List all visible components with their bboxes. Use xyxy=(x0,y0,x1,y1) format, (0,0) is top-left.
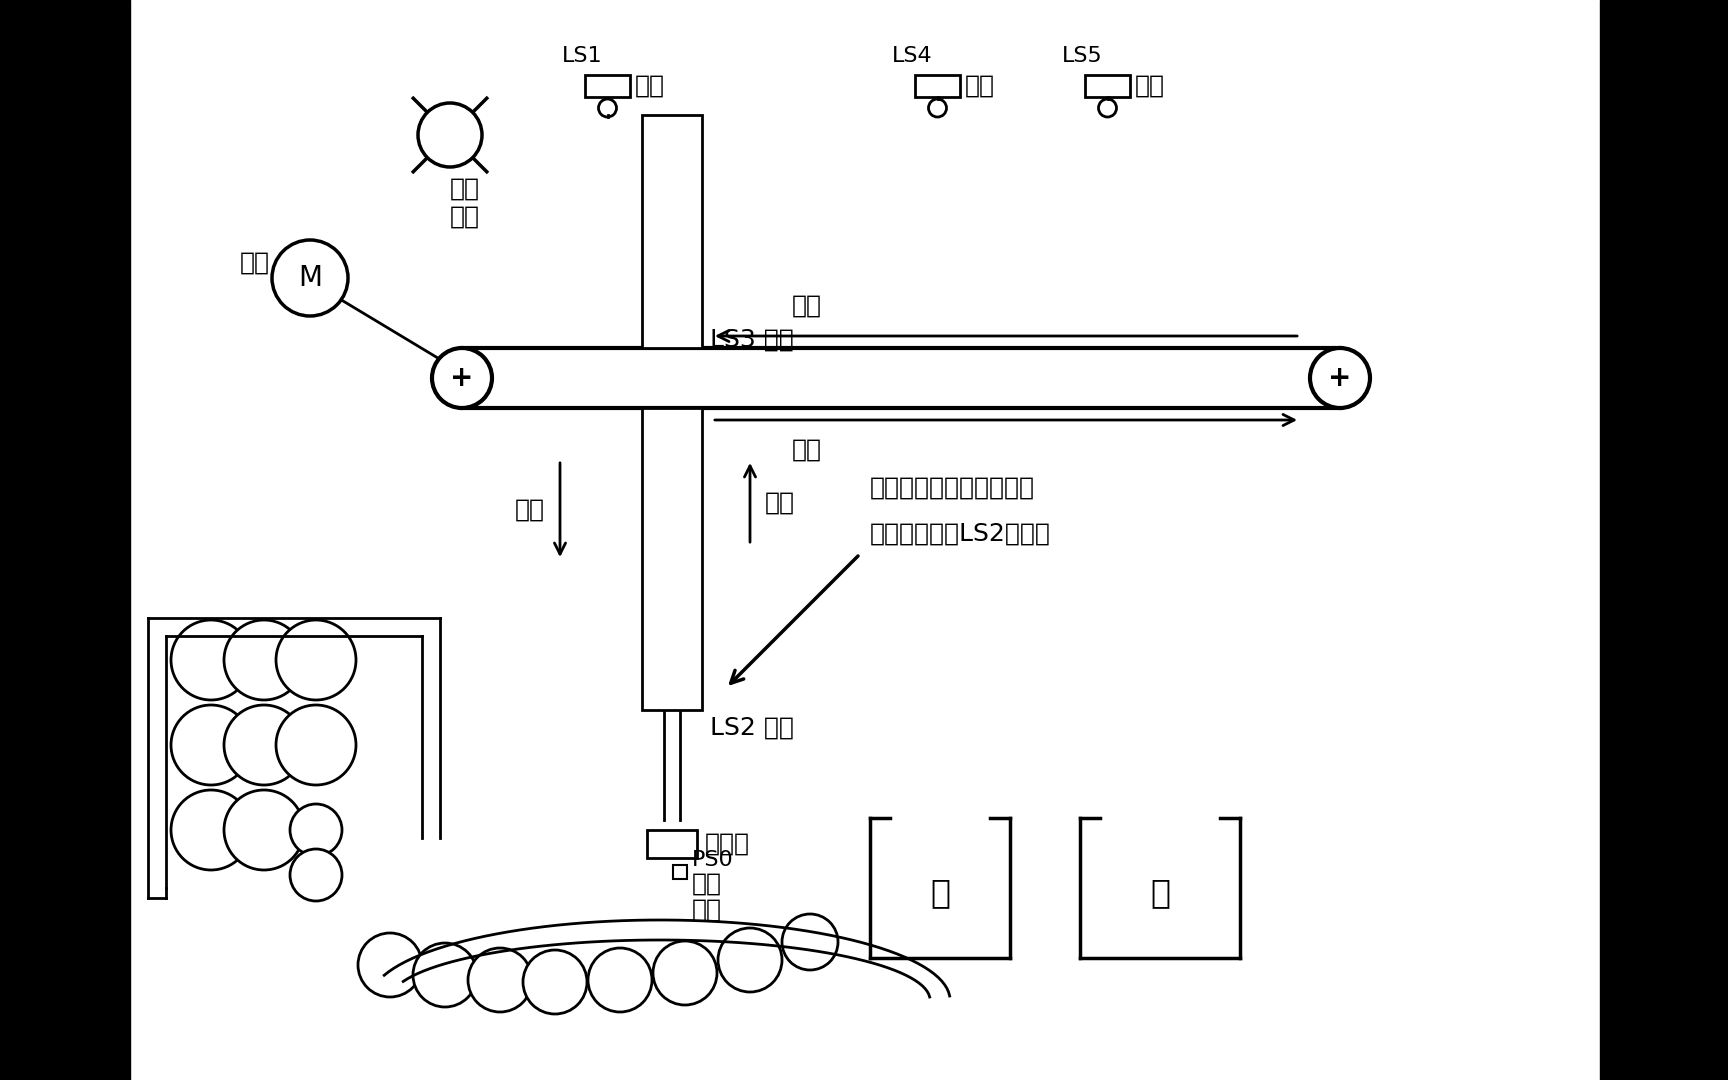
Circle shape xyxy=(653,941,717,1005)
Text: +: + xyxy=(1329,364,1351,392)
Bar xyxy=(916,75,961,97)
Text: 右限: 右限 xyxy=(1135,75,1165,98)
Bar xyxy=(586,75,631,97)
Circle shape xyxy=(290,804,342,856)
Text: 小: 小 xyxy=(930,877,950,909)
Text: +: + xyxy=(451,364,473,392)
Text: LS4: LS4 xyxy=(892,46,933,66)
Circle shape xyxy=(1310,348,1370,408)
Circle shape xyxy=(719,928,783,993)
Circle shape xyxy=(468,948,532,1012)
Circle shape xyxy=(588,948,651,1012)
Bar xyxy=(672,865,688,879)
Text: 显示: 显示 xyxy=(449,205,480,229)
Circle shape xyxy=(598,99,617,117)
Circle shape xyxy=(276,620,356,700)
Circle shape xyxy=(783,914,838,970)
Circle shape xyxy=(418,103,482,167)
Circle shape xyxy=(171,789,251,870)
Text: 左限: 左限 xyxy=(634,75,665,98)
Text: 当吸住大球时，活塞未达: 当吸住大球时，活塞未达 xyxy=(869,476,1035,500)
Bar xyxy=(646,831,696,858)
Circle shape xyxy=(271,240,347,316)
Text: LS5: LS5 xyxy=(1061,46,1102,66)
Text: 原点: 原点 xyxy=(449,177,480,201)
Bar xyxy=(643,114,702,348)
Text: LS2 下限: LS2 下限 xyxy=(710,716,793,740)
Text: 左上: 左上 xyxy=(240,251,270,275)
Text: 大: 大 xyxy=(1151,877,1170,909)
Circle shape xyxy=(358,933,422,997)
Text: 开关: 开关 xyxy=(691,897,722,922)
Circle shape xyxy=(171,620,251,700)
Bar xyxy=(1085,75,1130,97)
Circle shape xyxy=(928,99,947,117)
Circle shape xyxy=(290,849,342,901)
Text: M: M xyxy=(297,264,321,292)
Text: 下行: 下行 xyxy=(515,498,544,522)
Text: LS3 上限: LS3 上限 xyxy=(710,328,793,352)
Text: 上行: 上行 xyxy=(766,490,795,514)
Text: 到下限位置，LS2不动作: 到下限位置，LS2不动作 xyxy=(869,522,1051,546)
Text: PS0: PS0 xyxy=(691,850,734,870)
Circle shape xyxy=(524,950,588,1014)
Text: 电磁铁: 电磁铁 xyxy=(705,832,750,856)
Circle shape xyxy=(225,620,304,700)
Circle shape xyxy=(413,943,477,1007)
Text: 接近: 接近 xyxy=(691,872,722,896)
Circle shape xyxy=(225,789,304,870)
Text: 右行: 右行 xyxy=(791,438,823,462)
Bar xyxy=(643,408,702,710)
Text: LS1: LS1 xyxy=(562,46,603,66)
Circle shape xyxy=(276,705,356,785)
Circle shape xyxy=(225,705,304,785)
Circle shape xyxy=(171,705,251,785)
Text: 右限: 右限 xyxy=(964,75,995,98)
Text: 左行: 左行 xyxy=(791,294,823,318)
Circle shape xyxy=(1099,99,1116,117)
Circle shape xyxy=(432,348,492,408)
